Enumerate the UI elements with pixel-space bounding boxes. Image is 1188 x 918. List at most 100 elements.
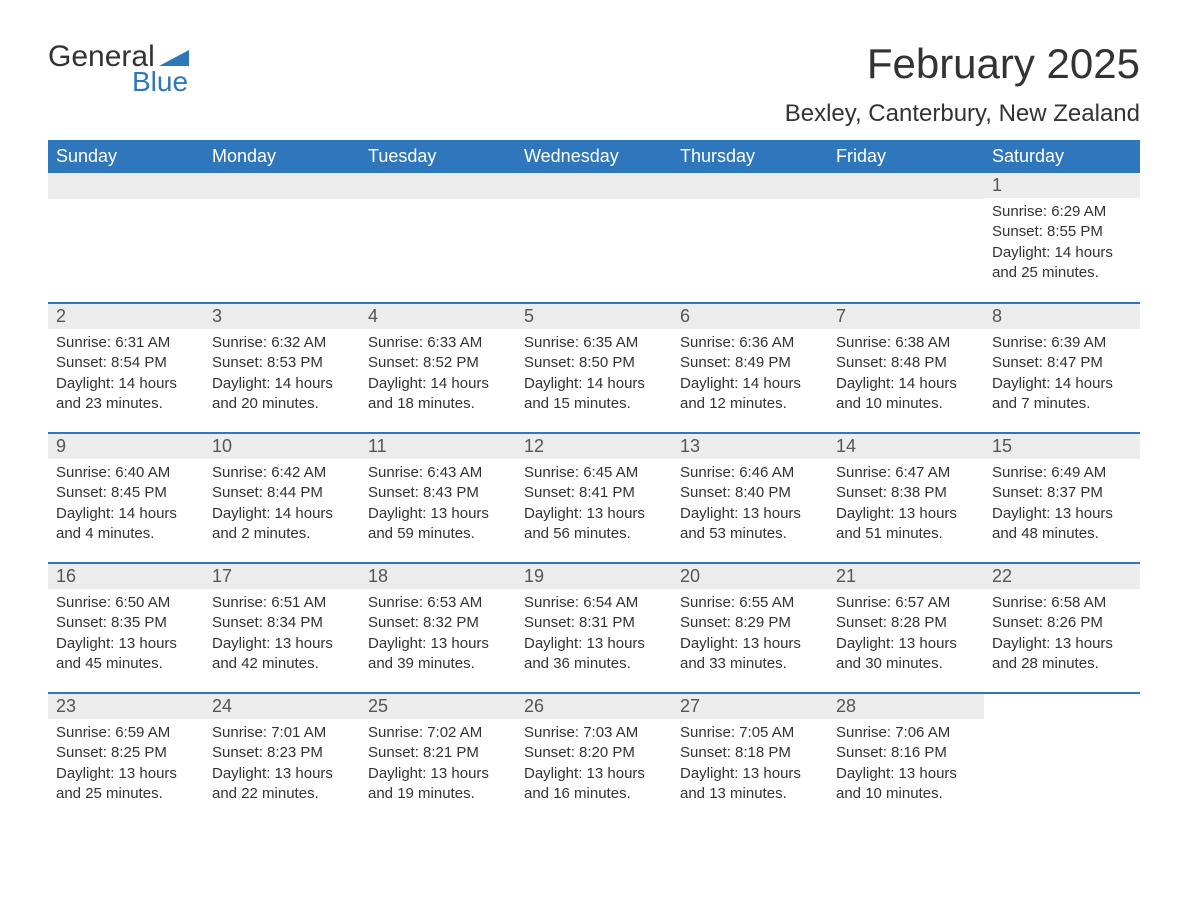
day-number: 19 bbox=[516, 564, 672, 589]
day-cell: 21Sunrise: 6:57 AMSunset: 8:28 PMDayligh… bbox=[828, 563, 984, 693]
day-cell: 27Sunrise: 7:05 AMSunset: 8:18 PMDayligh… bbox=[672, 693, 828, 823]
day-day: Daylight: 14 hours and 10 minutes. bbox=[836, 374, 976, 415]
day-number: 27 bbox=[672, 694, 828, 719]
day-day: Daylight: 14 hours and 2 minutes. bbox=[212, 504, 352, 545]
weekday-header: Tuesday bbox=[360, 140, 516, 173]
day-day: Daylight: 14 hours and 20 minutes. bbox=[212, 374, 352, 415]
day-cell bbox=[48, 173, 204, 303]
day-body: Sunrise: 7:03 AMSunset: 8:20 PMDaylight:… bbox=[516, 719, 672, 808]
day-day: Daylight: 14 hours and 25 minutes. bbox=[992, 243, 1132, 284]
day-cell bbox=[828, 173, 984, 303]
day-sunrise: Sunrise: 6:36 AM bbox=[680, 333, 820, 353]
day-cell: 5Sunrise: 6:35 AMSunset: 8:50 PMDaylight… bbox=[516, 303, 672, 433]
day-cell bbox=[984, 693, 1140, 823]
week-row: 2Sunrise: 6:31 AMSunset: 8:54 PMDaylight… bbox=[48, 303, 1140, 433]
day-day: Daylight: 13 hours and 28 minutes. bbox=[992, 634, 1132, 675]
day-cell bbox=[360, 173, 516, 303]
location: Bexley, Canterbury, New Zealand bbox=[785, 100, 1140, 128]
day-body: Sunrise: 6:33 AMSunset: 8:52 PMDaylight:… bbox=[360, 329, 516, 418]
day-sunset: Sunset: 8:40 PM bbox=[680, 483, 820, 503]
day-sunset: Sunset: 8:50 PM bbox=[524, 353, 664, 373]
day-number: 18 bbox=[360, 564, 516, 589]
month-title: February 2025 bbox=[785, 40, 1140, 88]
day-body: Sunrise: 6:49 AMSunset: 8:37 PMDaylight:… bbox=[984, 459, 1140, 548]
day-sunrise: Sunrise: 7:05 AM bbox=[680, 723, 820, 743]
day-sunset: Sunset: 8:44 PM bbox=[212, 483, 352, 503]
day-cell: 4Sunrise: 6:33 AMSunset: 8:52 PMDaylight… bbox=[360, 303, 516, 433]
day-day: Daylight: 14 hours and 15 minutes. bbox=[524, 374, 664, 415]
title-block: February 2025 Bexley, Canterbury, New Ze… bbox=[785, 40, 1140, 128]
day-day: Daylight: 13 hours and 51 minutes. bbox=[836, 504, 976, 545]
day-number: 8 bbox=[984, 304, 1140, 329]
empty-day bbox=[360, 173, 516, 199]
day-cell bbox=[672, 173, 828, 303]
day-sunset: Sunset: 8:21 PM bbox=[368, 743, 508, 763]
day-sunset: Sunset: 8:45 PM bbox=[56, 483, 196, 503]
day-sunrise: Sunrise: 7:03 AM bbox=[524, 723, 664, 743]
day-number: 28 bbox=[828, 694, 984, 719]
day-day: Daylight: 13 hours and 59 minutes. bbox=[368, 504, 508, 545]
day-cell: 25Sunrise: 7:02 AMSunset: 8:21 PMDayligh… bbox=[360, 693, 516, 823]
day-number: 22 bbox=[984, 564, 1140, 589]
day-number: 1 bbox=[984, 173, 1140, 198]
day-sunrise: Sunrise: 6:50 AM bbox=[56, 593, 196, 613]
day-sunset: Sunset: 8:32 PM bbox=[368, 613, 508, 633]
day-number: 21 bbox=[828, 564, 984, 589]
day-day: Daylight: 13 hours and 56 minutes. bbox=[524, 504, 664, 545]
week-row: 16Sunrise: 6:50 AMSunset: 8:35 PMDayligh… bbox=[48, 563, 1140, 693]
day-day: Daylight: 13 hours and 45 minutes. bbox=[56, 634, 196, 675]
day-day: Daylight: 13 hours and 39 minutes. bbox=[368, 634, 508, 675]
day-day: Daylight: 13 hours and 16 minutes. bbox=[524, 764, 664, 805]
day-number: 20 bbox=[672, 564, 828, 589]
day-body: Sunrise: 6:38 AMSunset: 8:48 PMDaylight:… bbox=[828, 329, 984, 418]
day-body: Sunrise: 6:50 AMSunset: 8:35 PMDaylight:… bbox=[48, 589, 204, 678]
day-sunrise: Sunrise: 6:29 AM bbox=[992, 202, 1132, 222]
day-sunset: Sunset: 8:41 PM bbox=[524, 483, 664, 503]
empty-day bbox=[828, 173, 984, 199]
day-sunrise: Sunrise: 6:38 AM bbox=[836, 333, 976, 353]
day-body: Sunrise: 6:51 AMSunset: 8:34 PMDaylight:… bbox=[204, 589, 360, 678]
day-body: Sunrise: 6:29 AMSunset: 8:55 PMDaylight:… bbox=[984, 198, 1140, 287]
day-cell: 6Sunrise: 6:36 AMSunset: 8:49 PMDaylight… bbox=[672, 303, 828, 433]
day-number: 3 bbox=[204, 304, 360, 329]
header: General Blue February 2025 Bexley, Cante… bbox=[48, 40, 1140, 128]
day-number: 4 bbox=[360, 304, 516, 329]
day-body: Sunrise: 6:55 AMSunset: 8:29 PMDaylight:… bbox=[672, 589, 828, 678]
weekday-header: Wednesday bbox=[516, 140, 672, 173]
day-sunset: Sunset: 8:47 PM bbox=[992, 353, 1132, 373]
weekday-header: Saturday bbox=[984, 140, 1140, 173]
day-cell: 10Sunrise: 6:42 AMSunset: 8:44 PMDayligh… bbox=[204, 433, 360, 563]
day-cell: 19Sunrise: 6:54 AMSunset: 8:31 PMDayligh… bbox=[516, 563, 672, 693]
day-cell: 16Sunrise: 6:50 AMSunset: 8:35 PMDayligh… bbox=[48, 563, 204, 693]
day-body: Sunrise: 6:43 AMSunset: 8:43 PMDaylight:… bbox=[360, 459, 516, 548]
day-body: Sunrise: 7:01 AMSunset: 8:23 PMDaylight:… bbox=[204, 719, 360, 808]
day-sunrise: Sunrise: 6:40 AM bbox=[56, 463, 196, 483]
day-body: Sunrise: 6:36 AMSunset: 8:49 PMDaylight:… bbox=[672, 329, 828, 418]
day-number: 12 bbox=[516, 434, 672, 459]
day-sunset: Sunset: 8:54 PM bbox=[56, 353, 196, 373]
day-day: Daylight: 14 hours and 4 minutes. bbox=[56, 504, 196, 545]
day-sunset: Sunset: 8:29 PM bbox=[680, 613, 820, 633]
day-body: Sunrise: 6:58 AMSunset: 8:26 PMDaylight:… bbox=[984, 589, 1140, 678]
day-number: 24 bbox=[204, 694, 360, 719]
day-cell: 23Sunrise: 6:59 AMSunset: 8:25 PMDayligh… bbox=[48, 693, 204, 823]
day-sunset: Sunset: 8:23 PM bbox=[212, 743, 352, 763]
day-day: Daylight: 13 hours and 42 minutes. bbox=[212, 634, 352, 675]
day-body: Sunrise: 6:40 AMSunset: 8:45 PMDaylight:… bbox=[48, 459, 204, 548]
day-sunset: Sunset: 8:49 PM bbox=[680, 353, 820, 373]
day-body: Sunrise: 6:53 AMSunset: 8:32 PMDaylight:… bbox=[360, 589, 516, 678]
day-sunrise: Sunrise: 6:51 AM bbox=[212, 593, 352, 613]
day-cell: 1Sunrise: 6:29 AMSunset: 8:55 PMDaylight… bbox=[984, 173, 1140, 303]
week-row: 1Sunrise: 6:29 AMSunset: 8:55 PMDaylight… bbox=[48, 173, 1140, 303]
empty-day bbox=[672, 173, 828, 199]
day-sunset: Sunset: 8:18 PM bbox=[680, 743, 820, 763]
day-body: Sunrise: 6:31 AMSunset: 8:54 PMDaylight:… bbox=[48, 329, 204, 418]
day-sunrise: Sunrise: 6:54 AM bbox=[524, 593, 664, 613]
day-number: 26 bbox=[516, 694, 672, 719]
day-sunrise: Sunrise: 6:55 AM bbox=[680, 593, 820, 613]
day-body: Sunrise: 6:42 AMSunset: 8:44 PMDaylight:… bbox=[204, 459, 360, 548]
week-row: 9Sunrise: 6:40 AMSunset: 8:45 PMDaylight… bbox=[48, 433, 1140, 563]
day-sunset: Sunset: 8:26 PM bbox=[992, 613, 1132, 633]
day-day: Daylight: 13 hours and 53 minutes. bbox=[680, 504, 820, 545]
day-number: 15 bbox=[984, 434, 1140, 459]
